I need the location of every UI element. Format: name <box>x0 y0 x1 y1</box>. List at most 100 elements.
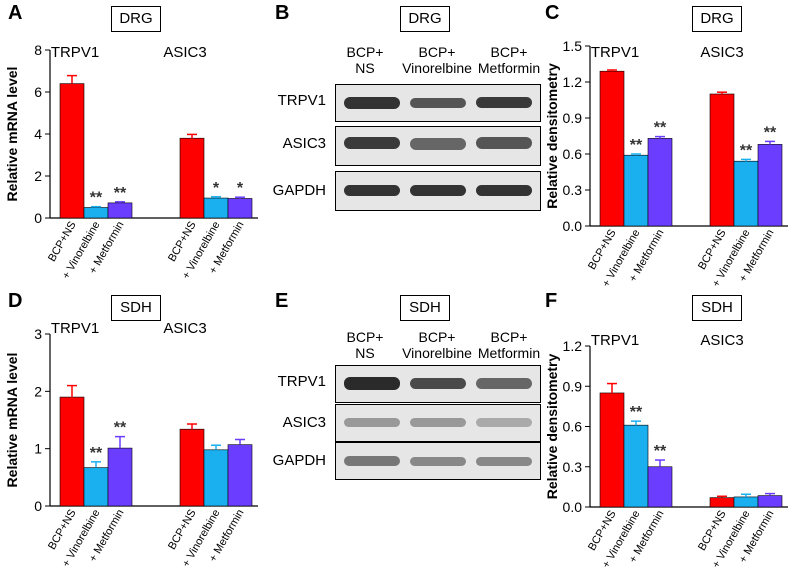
tissue-tag-a: DRG <box>111 6 161 32</box>
y-axis-label: Relative densitometry <box>544 354 560 500</box>
panel-letter-d: D <box>8 290 23 312</box>
bar <box>599 70 625 227</box>
panel-letter-f: F <box>545 290 558 312</box>
blot-strip-gapdh <box>335 442 541 480</box>
y-tick-label: 4 <box>34 126 42 142</box>
blot-column-label: BCP+ Metformin <box>477 329 541 361</box>
significance-marker: ** <box>90 190 103 207</box>
group-label: TRPV1 <box>51 44 99 61</box>
group-label: ASIC3 <box>700 332 743 349</box>
bar <box>709 497 735 508</box>
y-tick-label: 0.0 <box>563 499 583 515</box>
bar <box>59 396 85 507</box>
significance-marker: ** <box>764 124 777 141</box>
group-label: TRPV1 <box>591 332 639 349</box>
blot-strip-trpv1 <box>335 84 541 122</box>
tissue-tag-d: SDH <box>111 295 161 321</box>
significance-marker: ** <box>654 443 667 460</box>
significance-marker: ** <box>654 120 667 137</box>
bar <box>107 202 133 219</box>
y-tick-label: 0.9 <box>563 378 583 394</box>
blot-row-label: TRPV1 <box>277 92 326 109</box>
y-tick-label: 0.6 <box>563 146 583 162</box>
blot-row-label: TRPV1 <box>277 373 326 390</box>
y-tick-label: 0 <box>34 498 42 514</box>
group-label: TRPV1 <box>591 44 639 61</box>
significance-marker: ** <box>630 404 643 421</box>
bar <box>83 467 109 507</box>
y-tick-label: 0.3 <box>563 182 583 198</box>
panel-letter-a: A <box>8 2 23 24</box>
panel-letter-c: C <box>545 2 560 24</box>
y-tick-label: 2 <box>34 383 42 399</box>
group-label: ASIC3 <box>700 44 743 61</box>
western-blot-e: BCP+ NS BCP+ Vinorelbine BCP+ Metformin … <box>273 325 541 565</box>
bar <box>203 197 229 219</box>
y-tick-label: 0.9 <box>563 110 583 126</box>
y-tick-label: 0.0 <box>563 218 583 234</box>
y-tick-label: 0.6 <box>563 419 583 435</box>
blot-row-label: ASIC3 <box>282 135 326 152</box>
significance-marker: ** <box>740 142 753 159</box>
blot-strip-gapdh <box>335 171 541 211</box>
blot-row-label: GAPDH <box>272 452 326 469</box>
blot-row-label: ASIC3 <box>282 414 326 431</box>
bar <box>647 138 673 227</box>
y-tick-label: 0 <box>34 210 42 226</box>
blot-column-label: BCP+ Metformin <box>477 44 541 76</box>
bar <box>757 495 783 508</box>
significance-marker: ** <box>90 445 103 462</box>
bar <box>733 160 759 227</box>
significance-marker: * <box>213 180 220 197</box>
blot-column-label: BCP+ Vinorelbine <box>402 44 472 76</box>
y-tick-label: 6 <box>34 84 42 100</box>
bar <box>227 198 253 219</box>
bar <box>179 428 205 507</box>
bar <box>203 449 229 507</box>
bar <box>733 496 759 508</box>
bar <box>647 466 673 508</box>
blot-row-label: GAPDH <box>272 182 326 199</box>
bar <box>623 424 649 508</box>
group-label: ASIC3 <box>163 44 206 61</box>
bar <box>757 144 783 227</box>
y-tick-label: 1 <box>34 441 42 457</box>
bar <box>599 392 625 508</box>
panel-letter-e: E <box>275 290 289 312</box>
bar <box>107 447 133 507</box>
significance-marker: * <box>237 180 244 197</box>
y-tick-label: 1.2 <box>563 338 583 354</box>
tissue-tag-e: SDH <box>400 295 450 321</box>
bar <box>623 154 649 227</box>
group-label: ASIC3 <box>163 320 206 337</box>
bar <box>83 207 109 219</box>
y-tick-label: 8 <box>34 42 42 58</box>
blot-column-label: BCP+ NS <box>346 329 384 361</box>
significance-marker: ** <box>630 137 643 154</box>
y-axis-label: Relative mRNA level <box>4 67 20 202</box>
y-axis-label: Relative densitometry <box>544 63 560 209</box>
y-axis-label: Relative mRNA level <box>4 353 20 488</box>
tissue-tag-f: SDH <box>692 295 742 321</box>
y-tick-label: 0.3 <box>563 459 583 475</box>
blot-strip-asic3 <box>335 126 541 166</box>
bar <box>709 93 735 227</box>
tissue-tag-c: DRG <box>692 6 742 32</box>
y-tick-label: 3 <box>34 326 42 342</box>
y-tick-label: 1.5 <box>563 38 583 54</box>
blot-column-label: BCP+ Vinorelbine <box>402 329 472 361</box>
y-tick-label: 1.2 <box>563 74 583 90</box>
panel-letter-b: B <box>275 2 290 24</box>
blot-strip-asic3 <box>335 404 541 442</box>
blot-column-label: BCP+ NS <box>346 44 384 76</box>
bar <box>59 83 85 219</box>
blot-strip-trpv1 <box>335 365 541 403</box>
significance-marker: ** <box>114 185 127 202</box>
western-blot-b: BCP+ NS BCP+ Vinorelbine BCP+ Metformin … <box>273 40 541 280</box>
bar <box>227 444 253 507</box>
y-tick-label: 2 <box>34 168 42 184</box>
